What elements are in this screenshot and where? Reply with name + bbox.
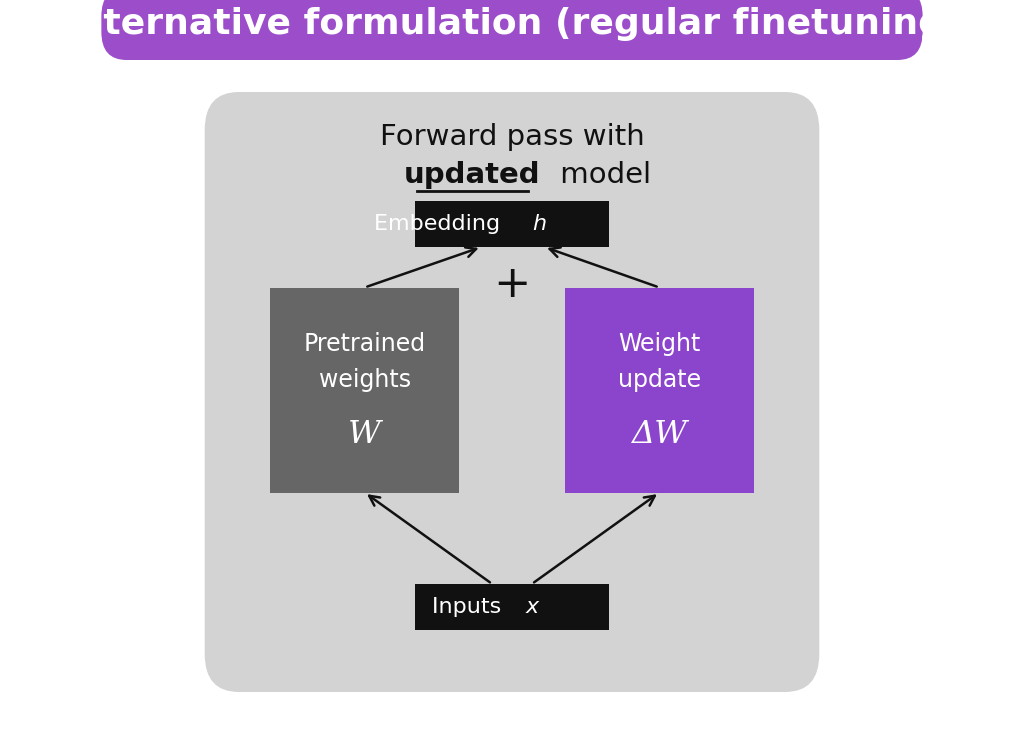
Text: update: update [617,368,700,392]
Text: Weight: Weight [618,332,700,356]
Text: W: W [348,418,381,450]
FancyBboxPatch shape [416,201,608,247]
Text: ΔW: ΔW [632,418,687,450]
FancyBboxPatch shape [101,0,923,60]
Text: model: model [551,161,651,189]
Text: weights: weights [318,368,411,392]
Text: x: x [526,597,539,617]
Text: Embedding: Embedding [374,214,508,234]
Text: Alternative formulation (regular finetuning): Alternative formulation (regular finetun… [63,7,961,41]
FancyBboxPatch shape [565,287,754,493]
FancyBboxPatch shape [205,92,819,692]
Text: +: + [494,263,530,306]
Text: Pretrained: Pretrained [303,332,426,356]
Text: updated: updated [404,161,541,189]
FancyBboxPatch shape [270,287,459,493]
FancyBboxPatch shape [416,584,608,630]
Text: h: h [532,214,546,234]
Text: Inputs: Inputs [432,597,508,617]
Text: Forward pass with: Forward pass with [380,123,644,151]
